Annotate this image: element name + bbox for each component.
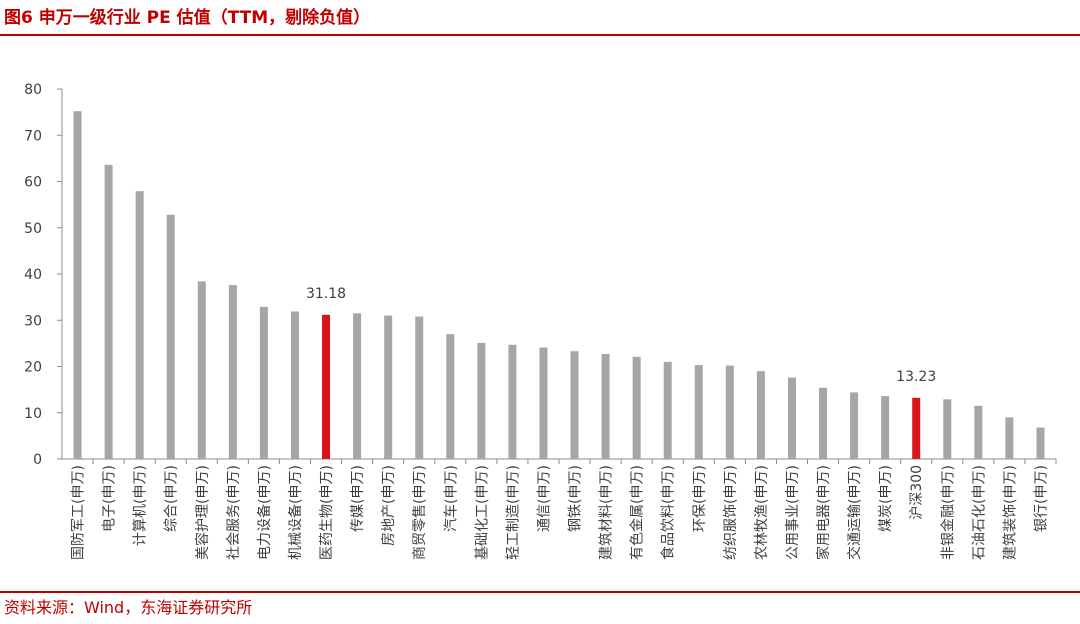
bar	[104, 164, 113, 459]
bar	[228, 285, 237, 459]
y-tick-label: 10	[24, 406, 42, 422]
x-category-label: 综合(申万)	[164, 465, 180, 532]
x-category-label: 农林牧渔(申万)	[754, 465, 770, 560]
x-category-label: 煤炭(申万)	[878, 465, 894, 532]
footer-divider	[0, 591, 1080, 593]
bar	[943, 399, 952, 459]
bar	[756, 371, 765, 459]
bar	[259, 306, 268, 459]
bar	[601, 354, 610, 459]
x-category-label: 汽车(申万)	[442, 465, 459, 532]
bar	[694, 365, 703, 459]
bar	[663, 361, 672, 459]
x-category-label: 纺织服饰(申万)	[723, 465, 739, 560]
x-category-label: 社会服务(申万)	[226, 465, 242, 560]
x-category-label: 美容护理(申万)	[194, 465, 211, 560]
x-category-label: 基础化工(申万)	[473, 465, 490, 560]
bar	[384, 315, 393, 459]
y-tick-label: 30	[24, 313, 42, 329]
x-category-label: 沪深300	[909, 465, 925, 520]
x-category-label: 银行(申万)	[1033, 465, 1049, 532]
bar	[632, 356, 641, 459]
bar	[819, 387, 828, 459]
data-label: 13.23	[896, 369, 936, 385]
bar-chart: 0 10 20 30 40 50 60 70 80 国防军工(申万) 电子(申万) 计算机(申万) 综合…	[24, 82, 1057, 560]
x-category-label: 通信(申万)	[536, 465, 552, 532]
x-category-label: 电力设备(申万)	[256, 465, 273, 560]
x-category-label: 轻工制造(申万)	[505, 465, 521, 560]
bar	[787, 377, 796, 459]
bar	[135, 191, 144, 459]
y-tick-label: 20	[24, 360, 42, 376]
y-tick-label: 70	[24, 128, 42, 144]
x-category-label: 非银金融(申万)	[940, 465, 956, 560]
x-category-label: 机械设备(申万)	[287, 465, 304, 560]
data-label: 31.18	[306, 286, 346, 302]
bar	[1036, 427, 1045, 459]
bar	[166, 214, 175, 459]
x-category-label: 有色金属(申万)	[629, 465, 646, 560]
x-category-label: 钢铁(申万)	[568, 465, 584, 532]
bar	[508, 344, 517, 459]
x-category-label: 传媒(申万)	[350, 465, 366, 532]
x-category-label: 环保(申万)	[692, 465, 708, 532]
title-divider	[0, 34, 1080, 36]
x-category-label: 计算机(申万)	[133, 465, 149, 546]
source-note: 资料来源：Wind，东海证券研究所	[4, 598, 253, 617]
y-tick-label: 60	[24, 175, 42, 191]
x-category-label: 公用事业(申万)	[785, 465, 801, 560]
bar	[446, 334, 455, 459]
bar	[353, 313, 362, 459]
x-category-label: 建筑材料(申万)	[599, 465, 615, 560]
y-tick-label: 80	[24, 82, 42, 98]
bar	[415, 316, 424, 459]
bar	[850, 392, 859, 459]
x-category-label: 电子(申万)	[102, 465, 118, 532]
x-category-label: 建筑装饰(申万)	[1002, 465, 1018, 560]
bar	[1005, 417, 1014, 459]
x-category-label: 商贸零售(申万)	[412, 465, 428, 560]
y-tick-label: 40	[24, 267, 42, 283]
x-category-label: 家用电器(申万)	[815, 465, 832, 560]
bar	[197, 281, 206, 459]
bar	[974, 405, 983, 459]
bar	[73, 111, 82, 459]
x-category-label: 食品饮料(申万)	[660, 465, 677, 560]
bar	[290, 311, 299, 459]
y-tick-label: 50	[24, 221, 42, 237]
x-category-label: 交通运输(申万)	[846, 465, 863, 560]
x-category-label: 医药生物(申万)	[319, 465, 335, 560]
bar-highlight	[912, 397, 921, 459]
x-category-label: 国防军工(申万)	[71, 465, 87, 560]
x-category-label: 石油石化(申万)	[971, 465, 987, 560]
bar	[725, 365, 734, 459]
x-category-label: 房地产(申万)	[381, 465, 397, 546]
bar	[539, 347, 548, 459]
bar	[570, 351, 579, 459]
bar-highlight	[322, 314, 331, 459]
bar	[881, 396, 890, 459]
y-tick-label: 0	[33, 452, 42, 468]
chart-title: 图6 申万一级行业 PE 估值（TTM，剔除负值）	[4, 8, 371, 28]
bar	[477, 342, 486, 459]
